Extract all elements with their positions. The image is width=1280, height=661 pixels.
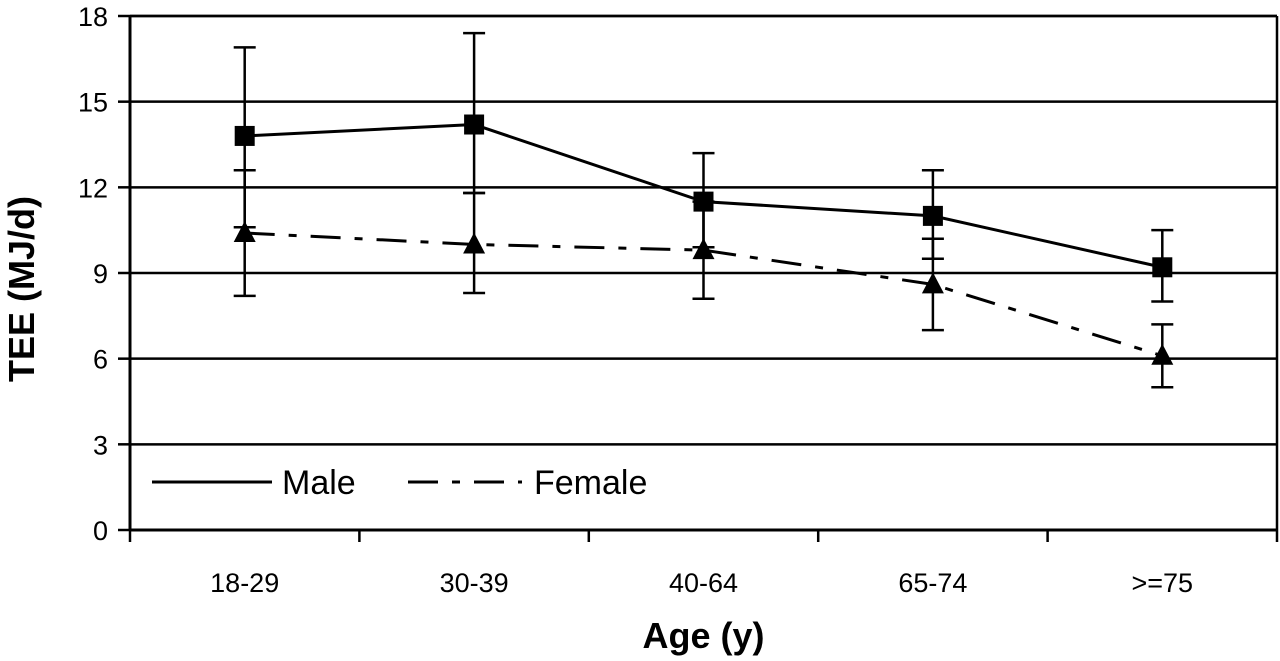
data-point-male: [464, 114, 485, 135]
series-line-female: [244, 231, 1163, 358]
y-axis-ticks: 0 3 6 9 12 15 18: [78, 2, 130, 546]
legend: Male Female: [152, 464, 647, 502]
y-tick-label: 3: [93, 430, 108, 460]
y-axis-title: TEE (MJ/d): [1, 196, 42, 382]
y-tick-label: 15: [78, 88, 108, 118]
data-point-male: [922, 205, 943, 226]
x-axis-ticks: 18-29 30-39 40-64 65-74 >=75: [128, 530, 1279, 598]
legend-item-female: Female: [408, 464, 647, 502]
x-tick-label: 18-29: [210, 568, 279, 598]
legend-label: Male: [282, 464, 356, 502]
x-tick-label: 40-64: [669, 568, 738, 598]
data-point-male: [234, 125, 255, 146]
x-tick-label: 30-39: [440, 568, 509, 598]
data-point-female: [692, 238, 715, 260]
y-tick-label: 18: [78, 2, 108, 32]
data-point-male: [1152, 257, 1173, 278]
x-tick-label: 65-74: [898, 568, 967, 598]
data-point-female: [233, 221, 256, 243]
y-tick-label: 0: [93, 516, 108, 546]
x-tick-label: >=75: [1132, 568, 1194, 598]
series-group: [233, 31, 1174, 389]
x-axis-title: Age (y): [642, 615, 764, 656]
series-female: [233, 168, 1174, 389]
data-point-female: [1151, 343, 1174, 365]
legend-item-male: Male: [152, 464, 356, 502]
y-tick-label: 6: [93, 345, 108, 375]
data-point-female: [463, 232, 486, 254]
data-point-female: [921, 272, 944, 294]
y-tick-label: 12: [78, 173, 108, 203]
legend-label: Female: [534, 464, 647, 502]
y-tick-label: 9: [93, 259, 108, 289]
